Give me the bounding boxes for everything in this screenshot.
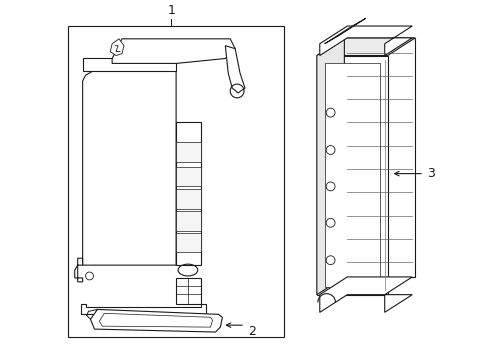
Polygon shape: [316, 55, 387, 294]
Text: 1: 1: [167, 4, 175, 17]
Polygon shape: [176, 189, 200, 209]
Polygon shape: [112, 39, 235, 63]
Polygon shape: [82, 58, 176, 71]
Polygon shape: [176, 142, 200, 162]
Polygon shape: [75, 258, 82, 282]
Text: 2: 2: [247, 325, 255, 338]
Polygon shape: [225, 46, 244, 93]
Polygon shape: [316, 38, 414, 55]
Polygon shape: [82, 71, 176, 265]
Polygon shape: [319, 277, 411, 312]
Polygon shape: [319, 26, 411, 55]
Polygon shape: [176, 167, 200, 186]
Polygon shape: [176, 122, 200, 265]
Polygon shape: [176, 211, 200, 231]
Polygon shape: [90, 309, 222, 332]
Polygon shape: [68, 26, 284, 337]
Polygon shape: [324, 63, 379, 287]
Polygon shape: [324, 18, 366, 44]
Polygon shape: [110, 39, 124, 55]
Polygon shape: [99, 313, 212, 327]
Polygon shape: [176, 233, 200, 252]
Polygon shape: [316, 38, 344, 294]
Text: 3: 3: [426, 167, 434, 180]
Polygon shape: [176, 278, 200, 305]
Polygon shape: [81, 305, 205, 314]
Polygon shape: [344, 38, 414, 277]
